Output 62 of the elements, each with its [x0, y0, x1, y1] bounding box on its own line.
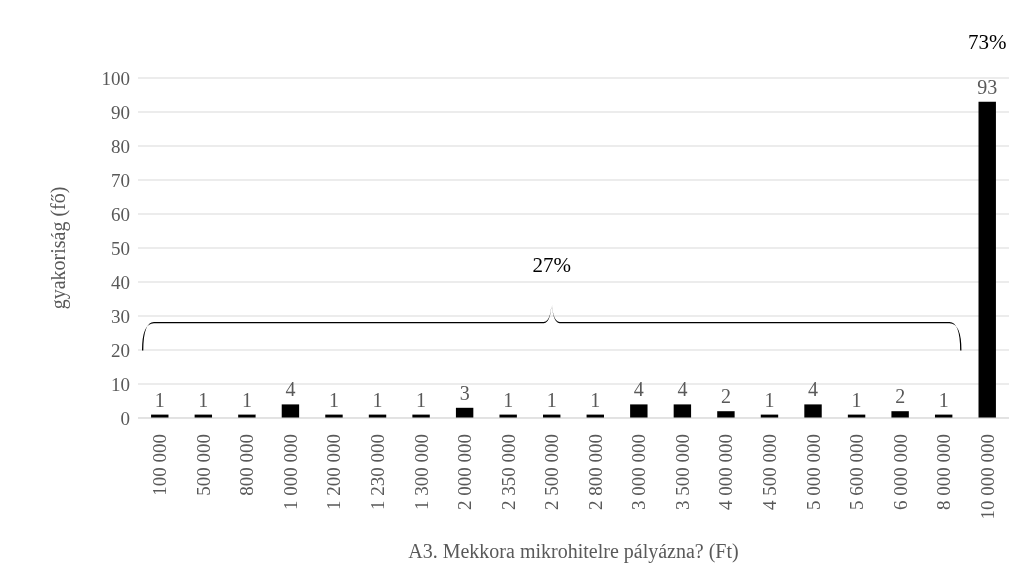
data-label: 4 [633, 378, 644, 401]
x-tick-label: 5 000 000 [802, 434, 824, 510]
y-tick-label: 90 [111, 101, 130, 123]
y-tick-label: 10 [111, 373, 130, 395]
y-tick-label: 100 [101, 67, 130, 89]
data-label: 1 [154, 388, 165, 411]
y-tick-label: 60 [111, 203, 130, 225]
data-label: 1 [851, 388, 862, 411]
y-axis-title: gyakoriság (fő) [47, 186, 71, 310]
bar [717, 411, 735, 418]
bar [891, 411, 909, 418]
data-label: 1 [764, 388, 775, 411]
x-tick-label: 10 000 000 [976, 434, 998, 520]
x-tick-label: 1 300 000 [410, 434, 432, 510]
data-label: 1 [198, 388, 209, 411]
data-label: 1 [938, 388, 949, 411]
y-tick-label: 80 [111, 135, 130, 157]
x-tick-label: 8 000 000 [933, 434, 955, 510]
data-label: 2 [720, 385, 731, 408]
data-label: 1 [328, 388, 339, 411]
data-label: 93 [977, 75, 998, 98]
x-axis-title: A3. Mekkora mikrohitelre pályázna? (Ft) [408, 540, 739, 563]
x-tick-label: 2 000 000 [454, 434, 476, 510]
data-label: 4 [808, 378, 819, 401]
bar [978, 101, 996, 418]
x-tick-label: 800 000 [236, 434, 258, 496]
y-tick-label: 70 [111, 169, 130, 191]
x-tick-label: 2 350 000 [497, 434, 519, 510]
x-tick-label: 100 000 [149, 434, 171, 496]
data-label: 1 [241, 388, 252, 411]
x-tick-label: 2 500 000 [541, 434, 563, 510]
data-label: 1 [372, 388, 383, 411]
data-label: 1 [590, 388, 601, 411]
data-label: 3 [459, 381, 470, 404]
y-tick-label: 0 [120, 407, 130, 429]
data-label: 1 [503, 388, 514, 411]
y-tick-label: 30 [111, 305, 130, 327]
bar [804, 404, 822, 418]
y-tick-label: 40 [111, 271, 130, 293]
bar [673, 404, 692, 418]
x-tick-label: 1 230 000 [367, 434, 389, 510]
annotation: 27% [531, 253, 572, 278]
data-label: 1 [546, 388, 557, 411]
x-tick-label: 1 200 000 [323, 434, 345, 510]
text: 73% [966, 30, 1008, 55]
x-tick-label: 4 000 000 [715, 434, 737, 510]
data-label: 4 [285, 378, 296, 401]
x-tick-label: 500 000 [192, 434, 214, 496]
data-label: 1 [416, 388, 427, 411]
bar [630, 404, 648, 418]
data-label: 2 [895, 385, 906, 408]
y-tick-label: 20 [111, 339, 130, 361]
x-tick-label: 3 000 000 [628, 434, 650, 510]
x-tick-label: 5 600 000 [846, 434, 868, 510]
data-label: 4 [677, 378, 688, 401]
y-tick-label: 50 [111, 237, 130, 259]
bar [281, 404, 300, 418]
x-tick-label: 6 000 000 [889, 434, 911, 510]
x-tick-label: 3 500 000 [671, 434, 693, 510]
x-tick-label: 1 000 000 [279, 434, 301, 510]
x-tick-label: 2 800 000 [584, 434, 606, 510]
x-tick-label: 4 500 000 [758, 434, 780, 510]
